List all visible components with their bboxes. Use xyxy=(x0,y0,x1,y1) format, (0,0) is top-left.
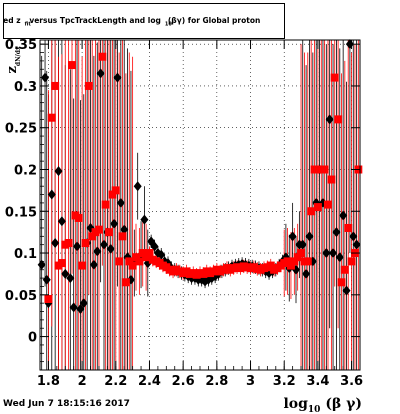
data-point-red xyxy=(105,228,113,236)
x-tick-label: 3.6 xyxy=(340,374,363,389)
data-point-red xyxy=(297,249,305,257)
x-tick-label: 3 xyxy=(246,374,255,389)
data-point-red xyxy=(331,74,339,82)
data-point-red xyxy=(334,115,342,123)
data-point-red xyxy=(115,257,123,265)
data-point-red xyxy=(122,278,130,286)
data-point-red xyxy=(44,295,52,303)
data-point-red xyxy=(65,239,73,247)
data-point-red xyxy=(324,201,332,209)
data-point-red xyxy=(119,232,127,240)
data-point-red xyxy=(337,278,345,286)
y-tick-label: 0.3 xyxy=(14,80,37,95)
data-point-red xyxy=(304,257,312,265)
y-tick-label: 0.2 xyxy=(14,163,37,178)
x-axis-title: log10 (β γ) xyxy=(283,396,362,414)
data-point-red xyxy=(321,165,329,173)
data-point-red xyxy=(344,224,352,232)
data-point-red xyxy=(58,259,66,267)
data-point-red xyxy=(48,114,56,122)
x-tick-label: 3.4 xyxy=(306,374,329,389)
data-point-red xyxy=(51,82,59,90)
x-tick-label: 3.2 xyxy=(273,374,296,389)
x-tick-label: 2 xyxy=(78,374,87,389)
y-tick-label: 0.15 xyxy=(5,205,37,220)
y-tick-label: 0.05 xyxy=(5,289,37,304)
data-point-red xyxy=(102,201,110,209)
data-point-red xyxy=(341,266,349,274)
y-tick-label: 0 xyxy=(28,331,37,346)
x-tick-label: 2.2 xyxy=(104,374,127,389)
x-tick-label: 2.4 xyxy=(138,374,161,389)
data-point-red xyxy=(78,262,86,270)
data-point-red xyxy=(85,82,93,90)
data-point-red xyxy=(68,61,76,69)
y-tick-label: 0.25 xyxy=(5,122,37,137)
data-point-red xyxy=(327,176,335,184)
timestamp: Wed Jun 7 18:15:16 2017 xyxy=(3,399,130,409)
x-tick-label: 2.8 xyxy=(205,374,228,389)
x-tick-label: 2.6 xyxy=(172,374,195,389)
x-tick-label: 1.8 xyxy=(37,374,60,389)
y-tick-label: 0.1 xyxy=(14,247,37,262)
data-point-red xyxy=(314,203,322,211)
data-point-red xyxy=(95,226,103,234)
data-point-red xyxy=(348,257,356,265)
data-point-red xyxy=(75,214,83,222)
data-point-red xyxy=(98,53,106,61)
data-point-red xyxy=(112,186,120,194)
